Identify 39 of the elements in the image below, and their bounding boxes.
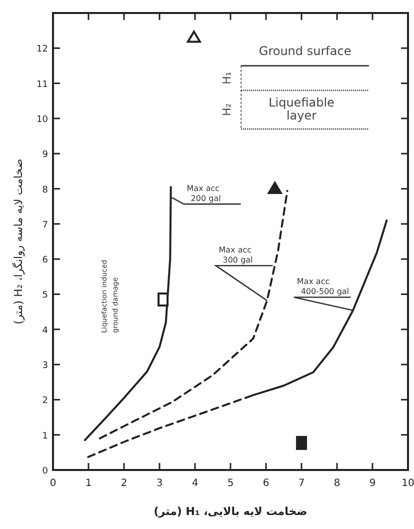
x-tick-label: 9 (369, 478, 376, 489)
y-tick-label: 8 (42, 185, 48, 196)
y-tick-label: 2 (42, 396, 48, 406)
point (158, 292, 169, 307)
y-tick-label: 11 (36, 80, 48, 90)
line-series (84, 186, 172, 442)
y-axis-title: ضخامت لایه ماسه روانگرا، H₂ (متر) (12, 158, 25, 324)
annotation: Max acc 300 gal (218, 246, 253, 265)
y-tick-label: 4 (42, 326, 48, 336)
x-tick-label: 4 (192, 478, 198, 489)
y-tick-label: 6 (42, 256, 48, 266)
y-tick-label: 3 (42, 361, 48, 372)
x-tick-label: 5 (227, 478, 234, 489)
annotation: Liquefiable layer (268, 96, 334, 123)
line-series (98, 190, 288, 440)
x-tick-label: 10 (402, 478, 414, 489)
annotation: Max acc 200 gal (186, 184, 221, 204)
y-tick-label: 0 (42, 466, 48, 476)
x-tick-label: 8 (334, 478, 340, 489)
y-tick-label: 10 (36, 114, 48, 125)
annotation: Max acc 400-500 gal (296, 277, 350, 296)
point (186, 30, 201, 43)
y-tick-label: 12 (36, 44, 48, 55)
x-tick-label: 0 (50, 478, 56, 489)
annotation: H₂ (220, 103, 234, 116)
annotation: Ground surface (258, 44, 352, 58)
y-tick-label: 9 (42, 150, 48, 160)
y-tick-label: 5 (42, 290, 48, 301)
y-tick-label: 1 (42, 431, 48, 442)
x-tick-label: 1 (85, 478, 92, 489)
point (268, 182, 282, 194)
y-tick-label: 7 (42, 220, 48, 230)
annotation: H₁ (220, 72, 234, 84)
x-tick-label: 7 (298, 478, 305, 489)
x-tick-label: 3 (156, 478, 163, 489)
x-tick-label: 6 (262, 478, 270, 489)
x-tick-label: 2 (120, 478, 128, 489)
x-axis-title: ضخامت لایه بالایی، H₁ (متر) (154, 505, 308, 518)
point (296, 436, 307, 450)
